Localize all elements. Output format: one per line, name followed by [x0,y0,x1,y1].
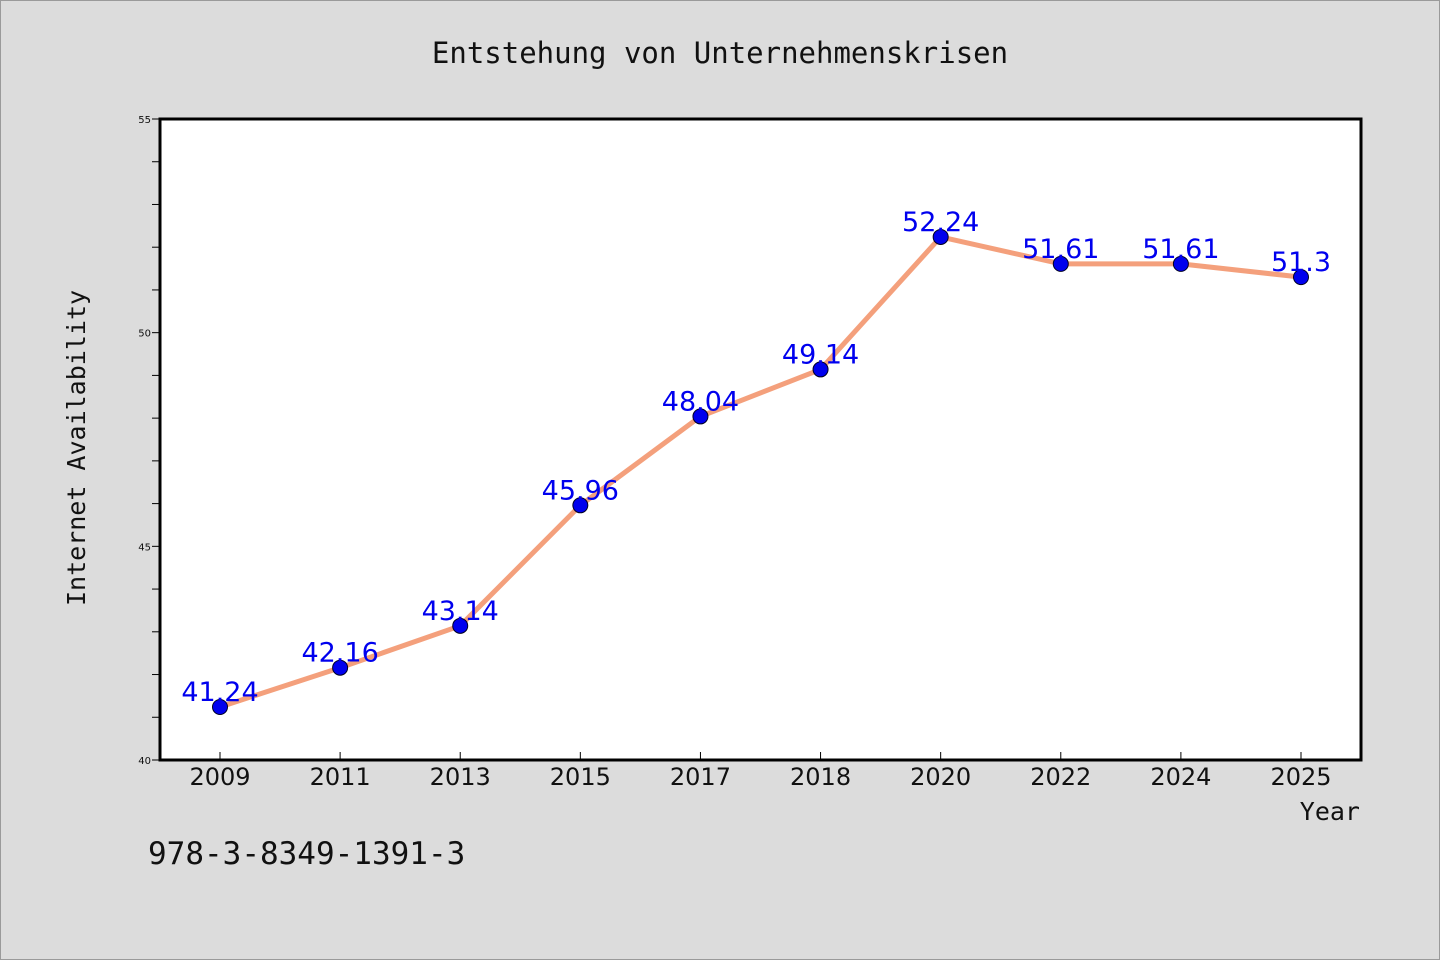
x-tick-label: 2018 [790,763,851,791]
y-tick-label: 50 [138,329,151,340]
data-point [332,659,349,676]
x-tick-label: 2011 [310,763,371,791]
data-label: 49.14 [782,339,859,370]
x-tick-label: 2020 [910,763,971,791]
data-point [212,699,228,716]
data-label: 48.04 [662,386,739,417]
data-point [1293,269,1309,286]
data-point [812,361,829,378]
x-axis: 2009 2011 2013 2015 2017 2018 2020 2022 2024 2025 [189,752,1332,791]
data-point [572,497,589,514]
data-point [1172,255,1189,272]
x-tick-label: 2022 [1030,763,1091,791]
data-label: 51.3 [1271,247,1331,278]
data-label: 43.14 [422,596,499,627]
data-label: 42.16 [301,638,378,669]
data-point [452,617,469,634]
y-tick-label: 45 [138,542,151,553]
data-label: 51.61 [1022,234,1099,265]
chart-title: Entstehung von Unternehmenskrisen [432,36,1008,70]
data-point [692,408,709,425]
x-tick-label: 2017 [670,763,731,791]
x-tick-label: 2025 [1270,763,1331,791]
x-tick-label: 2015 [550,763,611,791]
data-label: 51.61 [1142,234,1219,265]
x-tick-label: 2013 [430,763,491,791]
data-label: 41.24 [181,677,258,708]
x-axis-label: Year [1300,797,1360,826]
data-label: 45.96 [542,475,619,506]
series-line [217,234,1304,710]
y-axis-label: Internet Availability [62,290,91,606]
data-point [932,228,949,245]
y-tick-label: 40 [138,756,151,767]
plot-area [158,117,1363,762]
y-axis: 40 45 50 55 [138,115,160,767]
data-point [1052,255,1069,272]
y-tick-label: 55 [138,115,151,126]
series-line-group [212,228,1309,716]
x-tick-label: 2009 [189,763,250,791]
data-label: 52.24 [902,207,979,238]
x-tick-label: 2024 [1150,763,1211,791]
isbn-text: 978-3-8349-1391-3 [148,836,465,872]
data-labels: 41.24 42.16 43.14 45.96 48.04 49.14 52.24 51.61… [181,207,1331,708]
